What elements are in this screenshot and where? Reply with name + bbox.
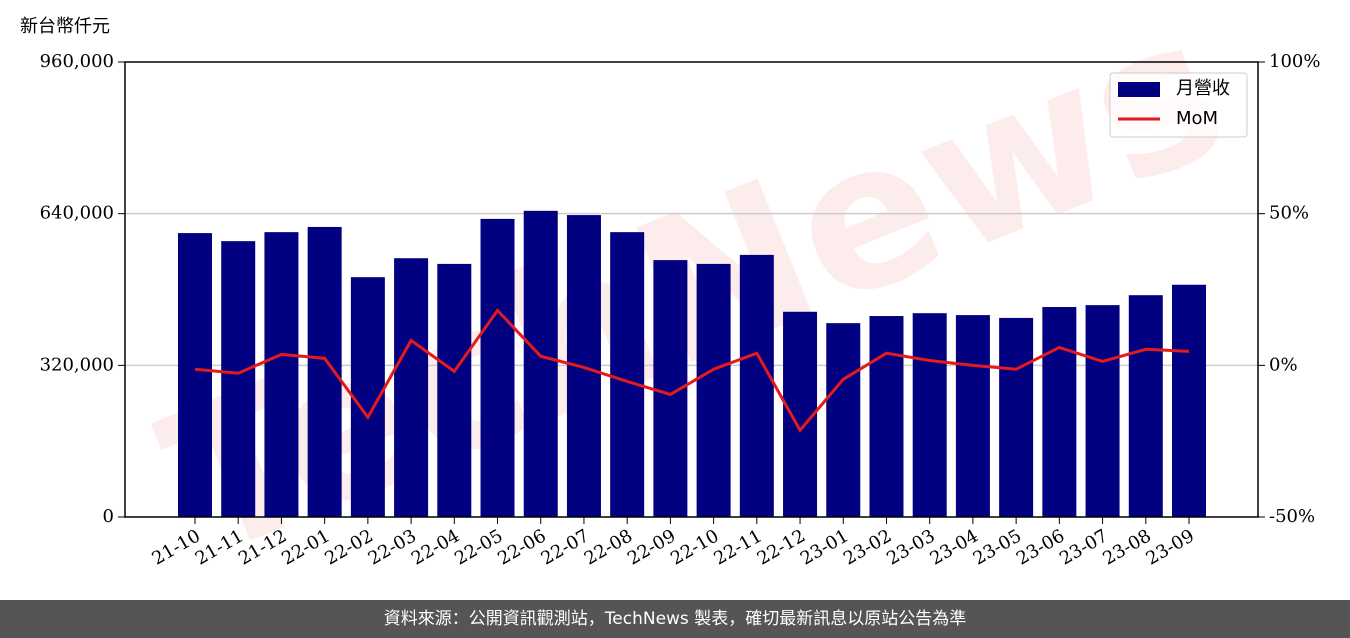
x-tick-label: 22-12 <box>754 525 809 569</box>
bar <box>869 316 904 517</box>
plot-frame <box>124 61 1259 518</box>
x-tick-label: 22-11 <box>710 525 765 569</box>
bar <box>1128 295 1163 517</box>
x-tick-label: 22-06 <box>494 525 549 569</box>
x-tick-label: 22-05 <box>451 525 506 569</box>
bar <box>783 311 818 517</box>
x-tick-label: 23-02 <box>840 525 895 569</box>
bar <box>264 232 299 517</box>
bar <box>1085 305 1120 517</box>
line <box>194 308 1190 433</box>
bar <box>1172 284 1206 517</box>
x-tick-label: 23-08 <box>1099 525 1154 569</box>
bar <box>999 317 1034 517</box>
bar <box>221 241 256 517</box>
y-tick-label: 960,000 <box>40 51 114 72</box>
x-tick-label: 22-04 <box>408 525 463 569</box>
y2-tick-label: 50% <box>1269 203 1309 224</box>
bar <box>1042 307 1077 517</box>
bar <box>696 263 731 517</box>
bar <box>955 315 990 517</box>
bar <box>437 263 472 517</box>
x-tick-label: 23-06 <box>1013 525 1068 569</box>
x-tick-label: 23-09 <box>1143 525 1198 569</box>
y-tick-label: 320,000 <box>40 354 114 375</box>
x-tick-label: 23-01 <box>797 525 852 569</box>
bar <box>826 323 861 517</box>
legend-label: 月營收 <box>1176 78 1230 99</box>
bar <box>394 258 429 517</box>
y-tick-label: 640,000 <box>40 203 114 224</box>
footer-bar <box>0 600 1350 638</box>
x-tick-label: 23-04 <box>926 525 981 569</box>
bar <box>610 232 645 517</box>
legend-label: MoM <box>1176 108 1218 129</box>
x-tick-label: 22-09 <box>624 525 679 569</box>
bar <box>523 210 558 517</box>
y-tick-label: 0 <box>103 506 114 527</box>
legend-swatch <box>1118 82 1160 97</box>
footer: 資料來源：公開資訊觀測站，TechNews 製表，確切最新訊息以原站公告為準 <box>384 609 966 629</box>
x-tick-label: 22-08 <box>581 525 636 569</box>
bar <box>739 254 774 517</box>
bar <box>480 218 515 518</box>
x-tick-label: 22-07 <box>538 525 593 569</box>
y2-tick-label: 0% <box>1269 354 1298 375</box>
x-tick-label: 23-07 <box>1056 525 1111 569</box>
x-tick-label: 23-05 <box>970 525 1025 569</box>
bar <box>307 226 342 517</box>
x-tick-label: 22-10 <box>667 525 722 569</box>
x-tick-label: 21-10 <box>149 525 204 569</box>
y2-tick-label: -50% <box>1269 506 1315 527</box>
y-axis-label: 新台幣仟元 <box>20 16 110 37</box>
y2-tick-label: 100% <box>1269 51 1320 72</box>
bar <box>178 233 212 518</box>
bar <box>912 313 947 517</box>
x-tick-label: 23-03 <box>883 525 938 569</box>
